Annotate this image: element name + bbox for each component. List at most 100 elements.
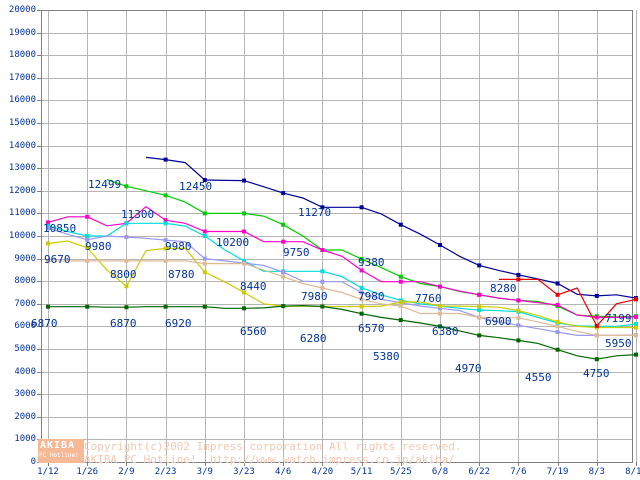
y-axis-tick-label: 7000 <box>14 298 36 309</box>
data-point <box>359 268 364 273</box>
data-point <box>281 191 286 196</box>
data-point <box>634 352 638 357</box>
data-point-label: 6570 <box>358 322 385 335</box>
data-point-label: 7980 <box>358 290 385 303</box>
data-point <box>516 338 521 343</box>
y-axis-tick-label: 0 <box>30 457 36 467</box>
data-point <box>359 205 364 210</box>
data-point <box>124 305 129 310</box>
data-point <box>477 304 482 309</box>
y-axis-tick-label: 18000 <box>8 50 36 61</box>
data-point <box>555 324 560 329</box>
data-point <box>516 277 521 282</box>
data-point <box>242 229 246 234</box>
data-point <box>163 258 168 263</box>
data-point <box>594 315 599 320</box>
data-point <box>46 220 50 225</box>
data-point-label: 6560 <box>240 325 267 338</box>
data-point-label: 8800 <box>110 268 137 281</box>
y-axis-tick-label: 9000 <box>14 253 36 264</box>
data-point <box>438 304 442 309</box>
y-axis-tick-label: 2000 <box>14 411 36 422</box>
data-point <box>46 223 50 228</box>
y-axis-tick-label: 20000 <box>8 5 36 15</box>
series-tan <box>46 258 638 338</box>
data-point <box>555 330 560 335</box>
data-point <box>320 286 325 290</box>
data-point <box>634 322 638 327</box>
data-point <box>46 304 50 309</box>
data-point <box>85 214 90 219</box>
data-point <box>281 270 286 275</box>
data-point-label: 5950 <box>605 337 632 350</box>
plot-frame <box>41 10 633 463</box>
data-point <box>398 300 403 304</box>
data-point-label: 7980 <box>301 290 328 303</box>
series-darkgreen <box>46 304 638 362</box>
data-point-label: 11270 <box>298 206 332 219</box>
data-point <box>438 284 442 289</box>
y-axis-tick-label: 3000 <box>14 389 36 400</box>
data-point <box>163 304 168 309</box>
y-axis-tick-label: 4000 <box>14 366 36 377</box>
x-axis-tick-label: 2/9 <box>118 467 135 477</box>
data-point <box>594 293 599 298</box>
data-point <box>124 184 129 189</box>
data-point <box>202 270 207 275</box>
y-axis-tick-label: 6000 <box>14 321 36 332</box>
data-point-label: 10200 <box>216 236 250 249</box>
data-point-label: 9750 <box>283 246 310 259</box>
data-point-label: 12499 <box>88 178 122 191</box>
data-point <box>516 272 521 277</box>
data-point <box>85 304 90 309</box>
data-point <box>163 246 168 251</box>
data-point <box>242 211 246 216</box>
data-point-label: 6920 <box>165 317 192 330</box>
data-point <box>85 234 90 238</box>
y-axis-tick-label: 16000 <box>8 95 36 106</box>
data-point <box>202 256 207 261</box>
data-point <box>477 292 482 297</box>
data-point-label: 5380 <box>373 350 400 363</box>
data-point <box>202 229 207 234</box>
data-point <box>202 178 207 182</box>
data-point <box>594 357 599 362</box>
data-point <box>359 297 364 302</box>
y-axis-tick-label: 14000 <box>8 140 36 151</box>
data-point <box>634 325 638 330</box>
data-point <box>85 245 90 250</box>
data-point-label: 6900 <box>485 315 512 328</box>
data-point <box>85 258 90 263</box>
series-red <box>498 277 638 328</box>
data-point <box>163 218 168 223</box>
data-point <box>555 319 560 324</box>
x-axis-tick-label: 7/6 <box>510 467 527 477</box>
data-point-label: 11300 <box>121 208 155 221</box>
series-line <box>47 260 636 336</box>
data-point <box>320 304 325 309</box>
x-axis-tick-label: 4/6 <box>275 467 292 477</box>
data-point <box>555 281 560 286</box>
data-point <box>438 324 442 329</box>
x-axis-tick-label: 6/8 <box>431 467 449 477</box>
data-point <box>477 263 482 268</box>
series-line <box>47 240 636 329</box>
y-axis-tick-label: 8000 <box>14 276 36 287</box>
data-point-label: 8440 <box>240 280 267 293</box>
data-point <box>163 238 168 243</box>
data-point <box>242 258 246 263</box>
x-axis-tick-label: 4/20 <box>311 467 334 477</box>
data-point-label: 7199 <box>605 312 632 325</box>
badge-line2: PC Hotline! <box>39 452 79 459</box>
y-axis-tick-label: 12000 <box>8 185 36 196</box>
data-point <box>594 323 599 328</box>
data-point <box>163 193 168 198</box>
data-point <box>438 311 442 316</box>
data-point <box>124 235 129 240</box>
data-point <box>634 314 638 319</box>
data-point <box>359 311 364 316</box>
data-point <box>516 323 521 328</box>
x-axis-tick-label: 6/22 <box>468 467 491 477</box>
